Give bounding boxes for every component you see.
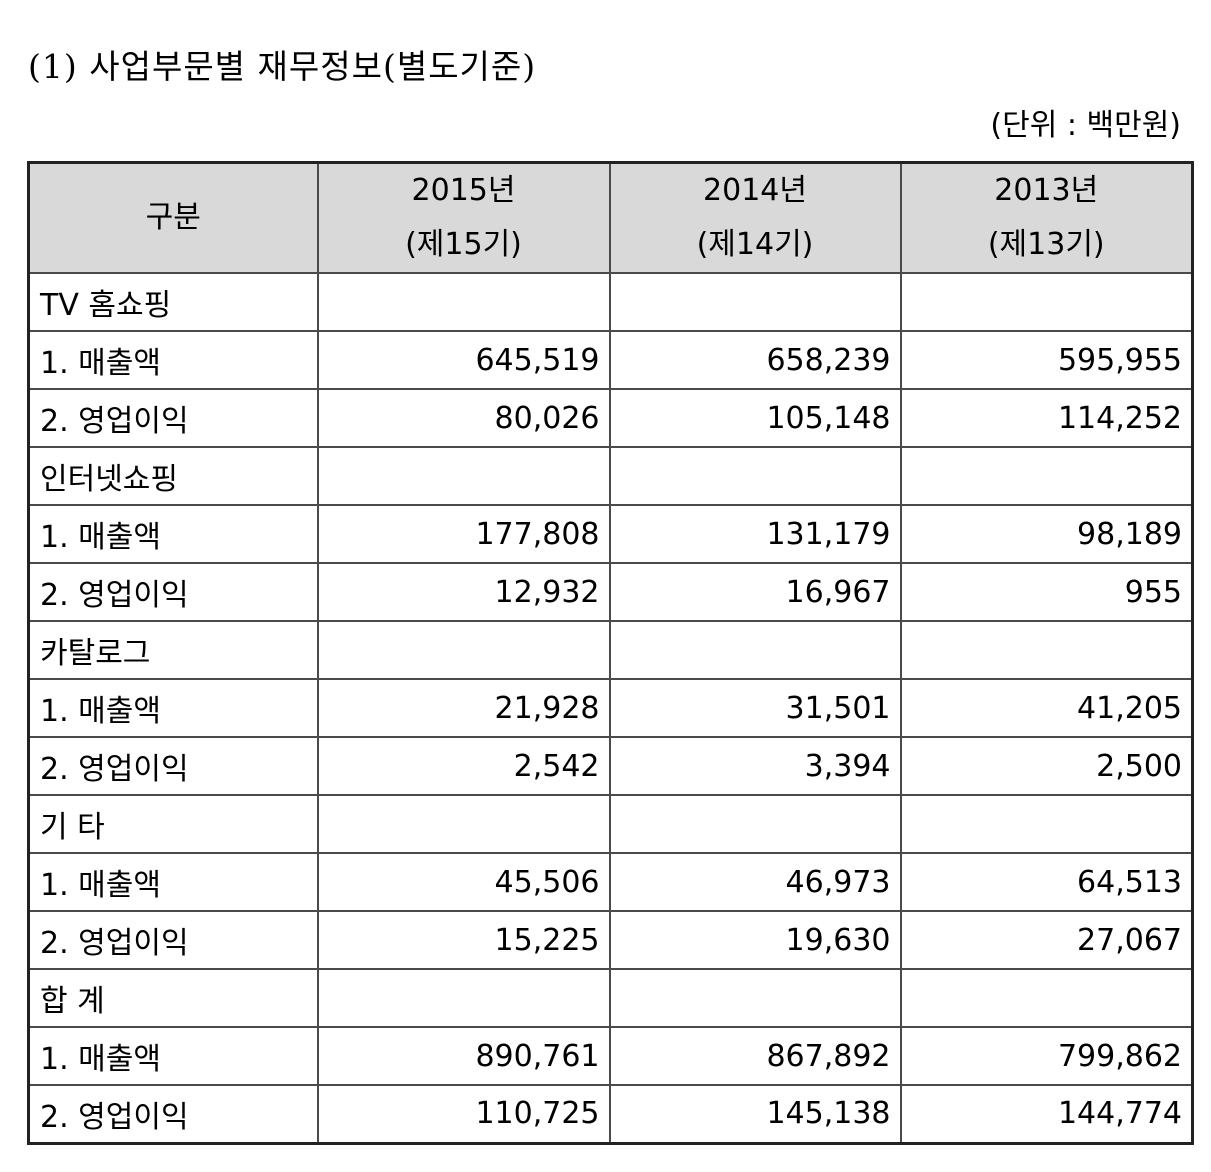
- value-cell: 80,026: [316, 388, 611, 448]
- value-cell: [899, 968, 1194, 1028]
- value-cell: 595,955: [899, 330, 1194, 390]
- header-year-label: 2014년: [703, 173, 807, 208]
- table-row: 2. 영업이익 80,026 105,148 114,252: [27, 388, 1194, 448]
- row-label-cell: 2. 영업이익: [27, 562, 319, 622]
- value-cell: 131,179: [608, 504, 902, 564]
- value-cell: 15,225: [316, 910, 611, 970]
- table-row: 1. 매출액 177,808 131,179 98,189: [27, 504, 1194, 564]
- value-cell: [899, 794, 1194, 854]
- value-cell: 21,928: [316, 678, 611, 738]
- value-cell: 2,500: [899, 736, 1194, 796]
- table-row: 기 타: [27, 794, 1194, 854]
- header-category: 구분: [27, 161, 319, 274]
- value-cell: 955: [899, 562, 1194, 622]
- value-cell: 114,252: [899, 388, 1194, 448]
- value-cell: [608, 968, 902, 1028]
- table-row: 2. 영업이익 15,225 19,630 27,067: [27, 910, 1194, 970]
- value-cell: 31,501: [608, 678, 902, 738]
- value-cell: 3,394: [608, 736, 902, 796]
- header-period-label: (제15기): [405, 227, 522, 262]
- value-cell: 144,774: [899, 1084, 1194, 1144]
- table-row: 2. 영업이익 2,542 3,394 2,500: [27, 736, 1194, 796]
- table-row: TV 홈쇼핑: [27, 272, 1194, 332]
- value-cell: 799,862: [899, 1026, 1194, 1086]
- value-cell: 46,973: [608, 852, 902, 912]
- row-label-cell: 1. 매출액: [27, 504, 319, 564]
- header-period-label: (제14기): [696, 227, 814, 262]
- header-year-2014: 2014년 (제14기): [608, 161, 902, 274]
- header-year-2015: 2015년 (제15기): [316, 161, 611, 274]
- row-label-cell: 카탈로그: [27, 620, 319, 680]
- table-row: 2. 영업이익 12,932 16,967 955: [27, 562, 1194, 622]
- row-label-cell: 2. 영업이익: [27, 910, 319, 970]
- value-cell: 658,239: [608, 330, 902, 390]
- row-label-cell: 2. 영업이익: [27, 1084, 319, 1144]
- table-row: 2. 영업이익 110,725 145,138 144,774: [27, 1084, 1194, 1144]
- table-row: 인터넷쇼핑: [27, 446, 1194, 506]
- value-cell: 16,967: [608, 562, 902, 622]
- value-cell: [316, 446, 611, 506]
- table-row: 1. 매출액 890,761 867,892 799,862: [27, 1026, 1194, 1086]
- table-header-row: 구분 2015년 (제15기) 2014년 (제14기) 2013년 (제13기…: [27, 161, 1194, 274]
- value-cell: 45,506: [316, 852, 611, 912]
- row-label-cell: 1. 매출액: [27, 852, 319, 912]
- segment-financial-table: 구분 2015년 (제15기) 2014년 (제14기) 2013년 (제13기…: [27, 161, 1194, 1145]
- value-cell: 867,892: [608, 1026, 902, 1086]
- value-cell: 64,513: [899, 852, 1194, 912]
- value-cell: 890,761: [316, 1026, 611, 1086]
- value-cell: [899, 620, 1194, 680]
- table-row: 1. 매출액 645,519 658,239 595,955: [27, 330, 1194, 390]
- table-row: 합 계: [27, 968, 1194, 1028]
- value-cell: 177,808: [316, 504, 611, 564]
- row-label-cell: 기 타: [27, 794, 319, 854]
- row-label-cell: 1. 매출액: [27, 678, 319, 738]
- value-cell: 98,189: [899, 504, 1194, 564]
- document-title: (1) 사업부문별 재무정보(별도기준): [28, 47, 537, 86]
- value-cell: [608, 620, 902, 680]
- value-cell: [316, 620, 611, 680]
- header-year-label: 2015년: [411, 173, 516, 208]
- value-cell: 145,138: [608, 1084, 902, 1144]
- value-cell: [608, 446, 902, 506]
- row-label-cell: 1. 매출액: [27, 330, 319, 390]
- value-cell: 41,205: [899, 678, 1194, 738]
- table-body: TV 홈쇼핑 1. 매출액 645,519 658,239 595,955 2. 영업이익…: [27, 272, 1194, 1144]
- value-cell: [316, 968, 611, 1028]
- value-cell: [899, 272, 1194, 332]
- row-label-cell: 합 계: [27, 968, 319, 1028]
- value-cell: [608, 272, 902, 332]
- row-label-cell: 2. 영업이익: [27, 388, 319, 448]
- value-cell: 19,630: [608, 910, 902, 970]
- unit-note: (단위 : 백만원): [990, 108, 1181, 143]
- value-cell: [608, 794, 902, 854]
- header-year-2013: 2013년 (제13기): [899, 161, 1194, 274]
- value-cell: [316, 794, 611, 854]
- table-row: 카탈로그: [27, 620, 1194, 680]
- value-cell: 27,067: [899, 910, 1194, 970]
- table-row: 1. 매출액 21,928 31,501 41,205: [27, 678, 1194, 738]
- row-label-cell: TV 홈쇼핑: [27, 272, 319, 332]
- table-row: 1. 매출액 45,506 46,973 64,513: [27, 852, 1194, 912]
- value-cell: 645,519: [316, 330, 611, 390]
- value-cell: 110,725: [316, 1084, 611, 1144]
- value-cell: 105,148: [608, 388, 902, 448]
- value-cell: [899, 446, 1194, 506]
- row-label-cell: 인터넷쇼핑: [27, 446, 319, 506]
- header-year-label: 2013년: [994, 173, 1099, 208]
- row-label-cell: 1. 매출액: [27, 1026, 319, 1086]
- value-cell: [316, 272, 611, 332]
- value-cell: 12,932: [316, 562, 611, 622]
- value-cell: 2,542: [316, 736, 611, 796]
- header-period-label: (제13기): [987, 227, 1105, 262]
- row-label-cell: 2. 영업이익: [27, 736, 319, 796]
